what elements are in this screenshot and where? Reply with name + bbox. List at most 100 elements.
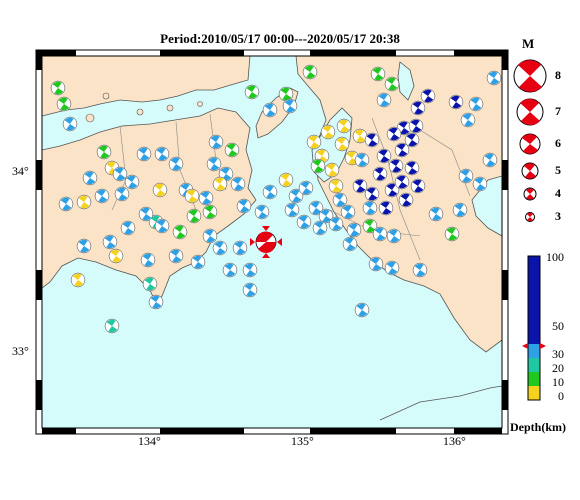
earthquake-beachball bbox=[386, 126, 402, 142]
magnitude-legend-title: M bbox=[522, 36, 535, 51]
earthquake-beachball bbox=[312, 220, 328, 236]
earthquake-beachball bbox=[452, 202, 468, 218]
earthquake-beachball bbox=[136, 146, 152, 162]
earthquake-beachball bbox=[362, 200, 378, 216]
earthquake-beachball bbox=[284, 202, 300, 218]
earthquake-beachball bbox=[212, 176, 228, 192]
earthquake-beachball bbox=[236, 198, 252, 214]
earthquake-beachball bbox=[376, 92, 392, 108]
earthquake-beachball bbox=[364, 132, 380, 148]
depth-tick-10: 10 bbox=[552, 375, 564, 389]
magnitude-level-7: 7 bbox=[555, 104, 561, 118]
earthquake-beachball bbox=[206, 156, 222, 172]
magnitude-level-4: 4 bbox=[555, 186, 561, 200]
earthquake-beachball bbox=[76, 194, 92, 210]
earthquake-beachball bbox=[82, 170, 98, 186]
depth-band bbox=[528, 358, 540, 372]
earthquake-beachball bbox=[334, 136, 350, 152]
depth-tick-30: 30 bbox=[552, 347, 564, 361]
earthquake-beachball bbox=[386, 228, 402, 244]
earthquake-beachball bbox=[104, 318, 120, 334]
earthquake-beachball bbox=[232, 240, 248, 256]
earthquake-beachball bbox=[296, 214, 312, 230]
earthquake-beachball bbox=[306, 134, 322, 150]
earthquake-beachball bbox=[384, 260, 400, 276]
earthquake-beachball bbox=[308, 200, 324, 216]
earthquake-beachball bbox=[168, 248, 184, 264]
lake-biwa bbox=[397, 61, 415, 101]
depth-tick-50: 50 bbox=[552, 319, 564, 333]
depth-band bbox=[528, 256, 540, 344]
earthquake-beachball bbox=[372, 226, 388, 242]
earthquake-beachball bbox=[124, 174, 140, 190]
earthquake-beachball bbox=[394, 174, 410, 190]
chart-title: Period:2010/05/17 00:00---2020/05/17 20:… bbox=[160, 31, 400, 46]
earthquake-beachball bbox=[262, 184, 278, 200]
earthquake-beachball bbox=[282, 98, 298, 114]
earthquake-beachball bbox=[482, 152, 498, 168]
earthquake-beachball bbox=[388, 158, 404, 174]
earthquake-beachball bbox=[354, 152, 370, 168]
earthquake-beachball bbox=[184, 188, 200, 204]
earthquake-beachball bbox=[152, 182, 168, 198]
earthquake-beachball bbox=[254, 204, 270, 220]
earthquake-beachball bbox=[298, 180, 314, 196]
earthquake-beachball bbox=[458, 168, 474, 184]
earthquake-beachball bbox=[376, 148, 392, 164]
earthquake-beachball bbox=[364, 186, 380, 202]
earthquake-beachball bbox=[202, 228, 218, 244]
map-frame bbox=[41, 55, 503, 429]
lat-label-34: 34° bbox=[12, 164, 29, 178]
earthquake-beachball bbox=[346, 222, 362, 238]
earthquake-beachball bbox=[108, 248, 124, 264]
earthquake-beachball bbox=[444, 226, 460, 242]
earthquake-beachball bbox=[340, 204, 356, 220]
earthquake-beachball bbox=[94, 188, 110, 204]
earthquake-beachball bbox=[472, 176, 488, 192]
depth-bar-frame bbox=[527, 255, 541, 401]
depth-legend-title: Depth(km) bbox=[510, 420, 566, 434]
lat-label-33: 33° bbox=[12, 344, 29, 358]
earthquake-beachball bbox=[62, 116, 78, 132]
earthquake-beachball bbox=[186, 208, 202, 224]
earthquake-beachball bbox=[404, 160, 420, 176]
magnitude-legend-symbols bbox=[513, 59, 547, 222]
earthquake-beachball bbox=[412, 262, 428, 278]
honshu-west-land bbox=[42, 56, 251, 117]
earthquake-beachball bbox=[332, 192, 348, 208]
earthquake-beachball bbox=[468, 96, 484, 112]
magnitude-level-6: 6 bbox=[555, 136, 561, 150]
earthquake-beachball bbox=[328, 216, 344, 232]
earthquake-beachball bbox=[328, 178, 344, 194]
earthquake-beachball bbox=[198, 190, 214, 206]
magnitude-level-8: 8 bbox=[555, 68, 561, 82]
earthquake-beachball bbox=[372, 166, 388, 182]
earthquake-beachball bbox=[362, 218, 378, 234]
earthquake-beachball bbox=[190, 254, 206, 270]
earthquake-beachball bbox=[460, 112, 476, 128]
earthquake-beachball bbox=[114, 186, 130, 202]
lon-label-134: 134° bbox=[138, 434, 161, 448]
earthquake-beachball bbox=[242, 282, 258, 298]
earthquake-beachball bbox=[384, 76, 400, 92]
depth-colorbar bbox=[527, 255, 541, 401]
earthquake-beachball bbox=[154, 218, 170, 234]
magnitude-level-5: 5 bbox=[555, 163, 561, 177]
earthquake-beachball bbox=[420, 88, 436, 104]
earthquake-beachball bbox=[410, 178, 426, 194]
earthquake-beachball bbox=[148, 294, 164, 310]
depth-band bbox=[528, 344, 540, 358]
earthquake-beachball bbox=[56, 96, 72, 112]
earthquake-beachball bbox=[408, 118, 424, 134]
earthquake-beachball bbox=[244, 84, 260, 100]
earthquake-beachball bbox=[278, 172, 294, 188]
magnitude-level-3: 3 bbox=[555, 209, 561, 223]
earthquake-beachball bbox=[398, 192, 414, 208]
earthquake-beachball bbox=[142, 276, 158, 292]
earthquake-beachball bbox=[224, 142, 240, 158]
earthquake-beachball bbox=[302, 64, 318, 80]
earthquake-beachball bbox=[172, 224, 188, 240]
earthquake-beachball bbox=[112, 166, 128, 182]
earthquake-beachball bbox=[262, 102, 278, 118]
